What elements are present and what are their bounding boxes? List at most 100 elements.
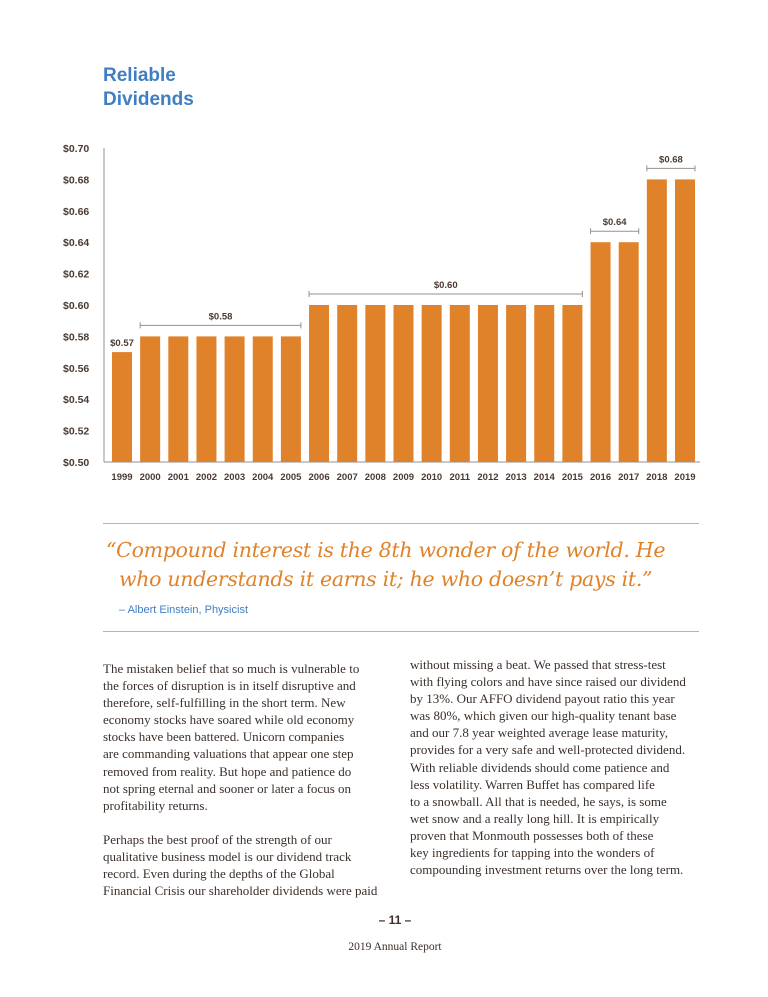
bar [252, 336, 273, 462]
data-label: $0.64 [603, 217, 627, 228]
data-label: $0.58 [209, 311, 233, 322]
text-line: not spring eternal and sooner or later a… [103, 780, 352, 796]
y-tick-label: $0.70 [63, 143, 89, 155]
body-paragraph: The mistaken belief that so much is vuln… [103, 660, 377, 814]
x-tick-label: 2007 [337, 472, 358, 483]
text-line: The mistaken belief that so much is vuln… [103, 661, 360, 676]
value-bracket [590, 228, 640, 235]
body-left-column: The mistaken belief that so much is vuln… [103, 660, 377, 916]
bar [337, 305, 358, 462]
y-tick-label: $0.56 [63, 363, 89, 375]
bar [280, 336, 301, 462]
text-line: and our 7.8 year weighted average lease … [410, 725, 668, 741]
bar [646, 179, 667, 462]
y-tick-label: $0.60 [63, 300, 89, 312]
text-line: less volatility. Warren Buffet has compa… [410, 776, 655, 792]
data-label: $0.57 [110, 338, 134, 349]
x-tick-label: 2000 [140, 472, 161, 483]
text-line: record. Even during the depths of the Gl… [103, 866, 335, 882]
report-name: 2019 Annual Report [348, 941, 442, 953]
y-tick-label: $0.62 [63, 269, 89, 281]
bar [196, 336, 217, 462]
bar [365, 305, 386, 462]
text-line: to a snowball. All that is needed, he sa… [410, 793, 667, 809]
bar [224, 336, 245, 462]
bar [112, 352, 132, 462]
x-tick-label: 2002 [196, 472, 217, 483]
x-tick-label: 2019 [674, 472, 695, 483]
bar [675, 179, 695, 462]
x-tick-label: 2016 [590, 472, 611, 483]
bar [618, 242, 639, 462]
text-line: qualitative business model is our divide… [103, 848, 352, 864]
text-line: With reliable dividends should come pati… [410, 759, 670, 775]
bar [590, 242, 611, 462]
bar [449, 305, 470, 462]
x-tick-label: 1999 [111, 472, 132, 483]
pull-quote: “Compound interest is the 8th wonder of … [106, 536, 706, 594]
dividend-bar-chart: $0.50 $0.52 $0.54 $0.56 $0.58 $0.60 $0.62 $0.64… [63, 143, 700, 483]
bar [506, 305, 527, 462]
quote-line: who understands it earns it; he who does… [119, 567, 653, 591]
x-tick-label: 2018 [646, 472, 667, 483]
data-label: $0.68 [659, 154, 683, 165]
x-tick-label: 2004 [252, 472, 274, 483]
y-tick-label: $0.54 [63, 394, 89, 406]
x-tick-label: 2005 [280, 472, 302, 483]
bar [140, 336, 161, 462]
text-line: profitability returns. [103, 797, 208, 813]
x-tick-label: 2015 [562, 472, 584, 483]
text-line: Financial Crisis our shareholder dividen… [103, 883, 378, 899]
y-tick-label: $0.64 [63, 237, 89, 249]
bar [534, 305, 555, 462]
value-bracket [139, 322, 302, 329]
text-line: economy stocks have soared while old eco… [103, 712, 355, 728]
y-tick-label: $0.58 [63, 331, 89, 343]
body-right-column: without missing a beat. We passed that s… [410, 656, 686, 878]
value-bracket [646, 165, 696, 172]
x-tick-label: 2009 [393, 472, 414, 483]
text-line: the forces of disruption is in itself di… [103, 678, 356, 694]
text-line: was 80%, which given our high-quality te… [410, 708, 677, 724]
y-tick-label: $0.52 [63, 426, 89, 438]
text-line: by 13%. Our AFFO dividend payout ratio t… [410, 691, 675, 707]
text-line: therefore, self-fulfilling in the short … [103, 695, 346, 711]
text-line: Perhaps the best proof of the strength o… [103, 831, 332, 847]
divider [103, 523, 699, 524]
divider [103, 631, 699, 632]
page-number: – 11 – [378, 913, 412, 927]
x-tick-label: 2008 [365, 472, 386, 483]
text-line: removed from reality. But hope and patie… [103, 763, 352, 779]
x-tick-label: 2013 [506, 472, 527, 483]
bar [421, 305, 442, 462]
text-line: stocks have been battered. Unicorn compa… [103, 729, 345, 745]
quote-attribution: – Albert Einstein, Physicist [119, 604, 249, 616]
y-tick-label: $0.50 [63, 457, 89, 469]
y-tick-label: $0.68 [63, 174, 89, 186]
text-line: are commanding valuations that appear on… [103, 746, 354, 762]
x-tick-label: 2011 [449, 472, 470, 483]
bar [477, 305, 498, 462]
text-line: provides for a very safe and well-protec… [410, 742, 686, 758]
text-line: key ingredients for tapping into the won… [410, 845, 655, 861]
text-line: compounding investment returns over the … [410, 862, 684, 878]
body-paragraph: Perhaps the best proof of the strength o… [103, 831, 377, 899]
bar [562, 305, 583, 462]
text-line: wet snow and a really long hill. It is e… [410, 810, 660, 826]
title-line: Reliable [103, 65, 176, 86]
bar [393, 305, 414, 462]
x-tick-label: 2010 [421, 472, 442, 483]
bar [168, 336, 189, 462]
x-tick-label: 2001 [168, 472, 190, 483]
text-line: with flying colors and have since raised… [410, 674, 686, 690]
data-label: $0.60 [434, 280, 458, 291]
text-line: without missing a beat. We passed that s… [410, 657, 666, 672]
y-tick-label: $0.66 [63, 206, 89, 218]
x-tick-label: 2017 [618, 472, 639, 483]
x-tick-label: 2012 [477, 472, 498, 483]
bar [309, 305, 330, 462]
value-bracket [308, 291, 583, 297]
text-line: proven that Monmouth possesses both of t… [410, 827, 654, 843]
quote-line: “Compound interest is the 8th wonder of … [106, 538, 666, 562]
x-tick-label: 2006 [308, 472, 329, 483]
